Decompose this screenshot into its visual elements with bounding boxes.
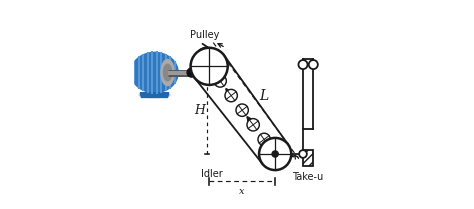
Circle shape — [247, 119, 259, 131]
Circle shape — [309, 60, 318, 69]
Bar — [303, 150, 313, 166]
Text: Idler: Idler — [201, 169, 223, 180]
Ellipse shape — [161, 60, 174, 85]
Polygon shape — [140, 93, 169, 97]
Circle shape — [225, 89, 237, 102]
Ellipse shape — [131, 52, 178, 93]
Ellipse shape — [164, 64, 172, 81]
Circle shape — [259, 138, 291, 170]
Circle shape — [258, 133, 270, 146]
Text: L: L — [260, 89, 269, 103]
Circle shape — [299, 150, 307, 158]
Circle shape — [214, 75, 227, 87]
Text: Take-u: Take-u — [292, 172, 324, 182]
Circle shape — [236, 104, 248, 116]
Circle shape — [272, 151, 278, 157]
Circle shape — [187, 68, 196, 77]
Circle shape — [191, 48, 228, 85]
Text: H: H — [194, 104, 205, 117]
Text: x: x — [239, 187, 245, 196]
Ellipse shape — [139, 92, 170, 98]
Text: Pulley: Pulley — [191, 30, 220, 40]
Circle shape — [299, 60, 308, 69]
